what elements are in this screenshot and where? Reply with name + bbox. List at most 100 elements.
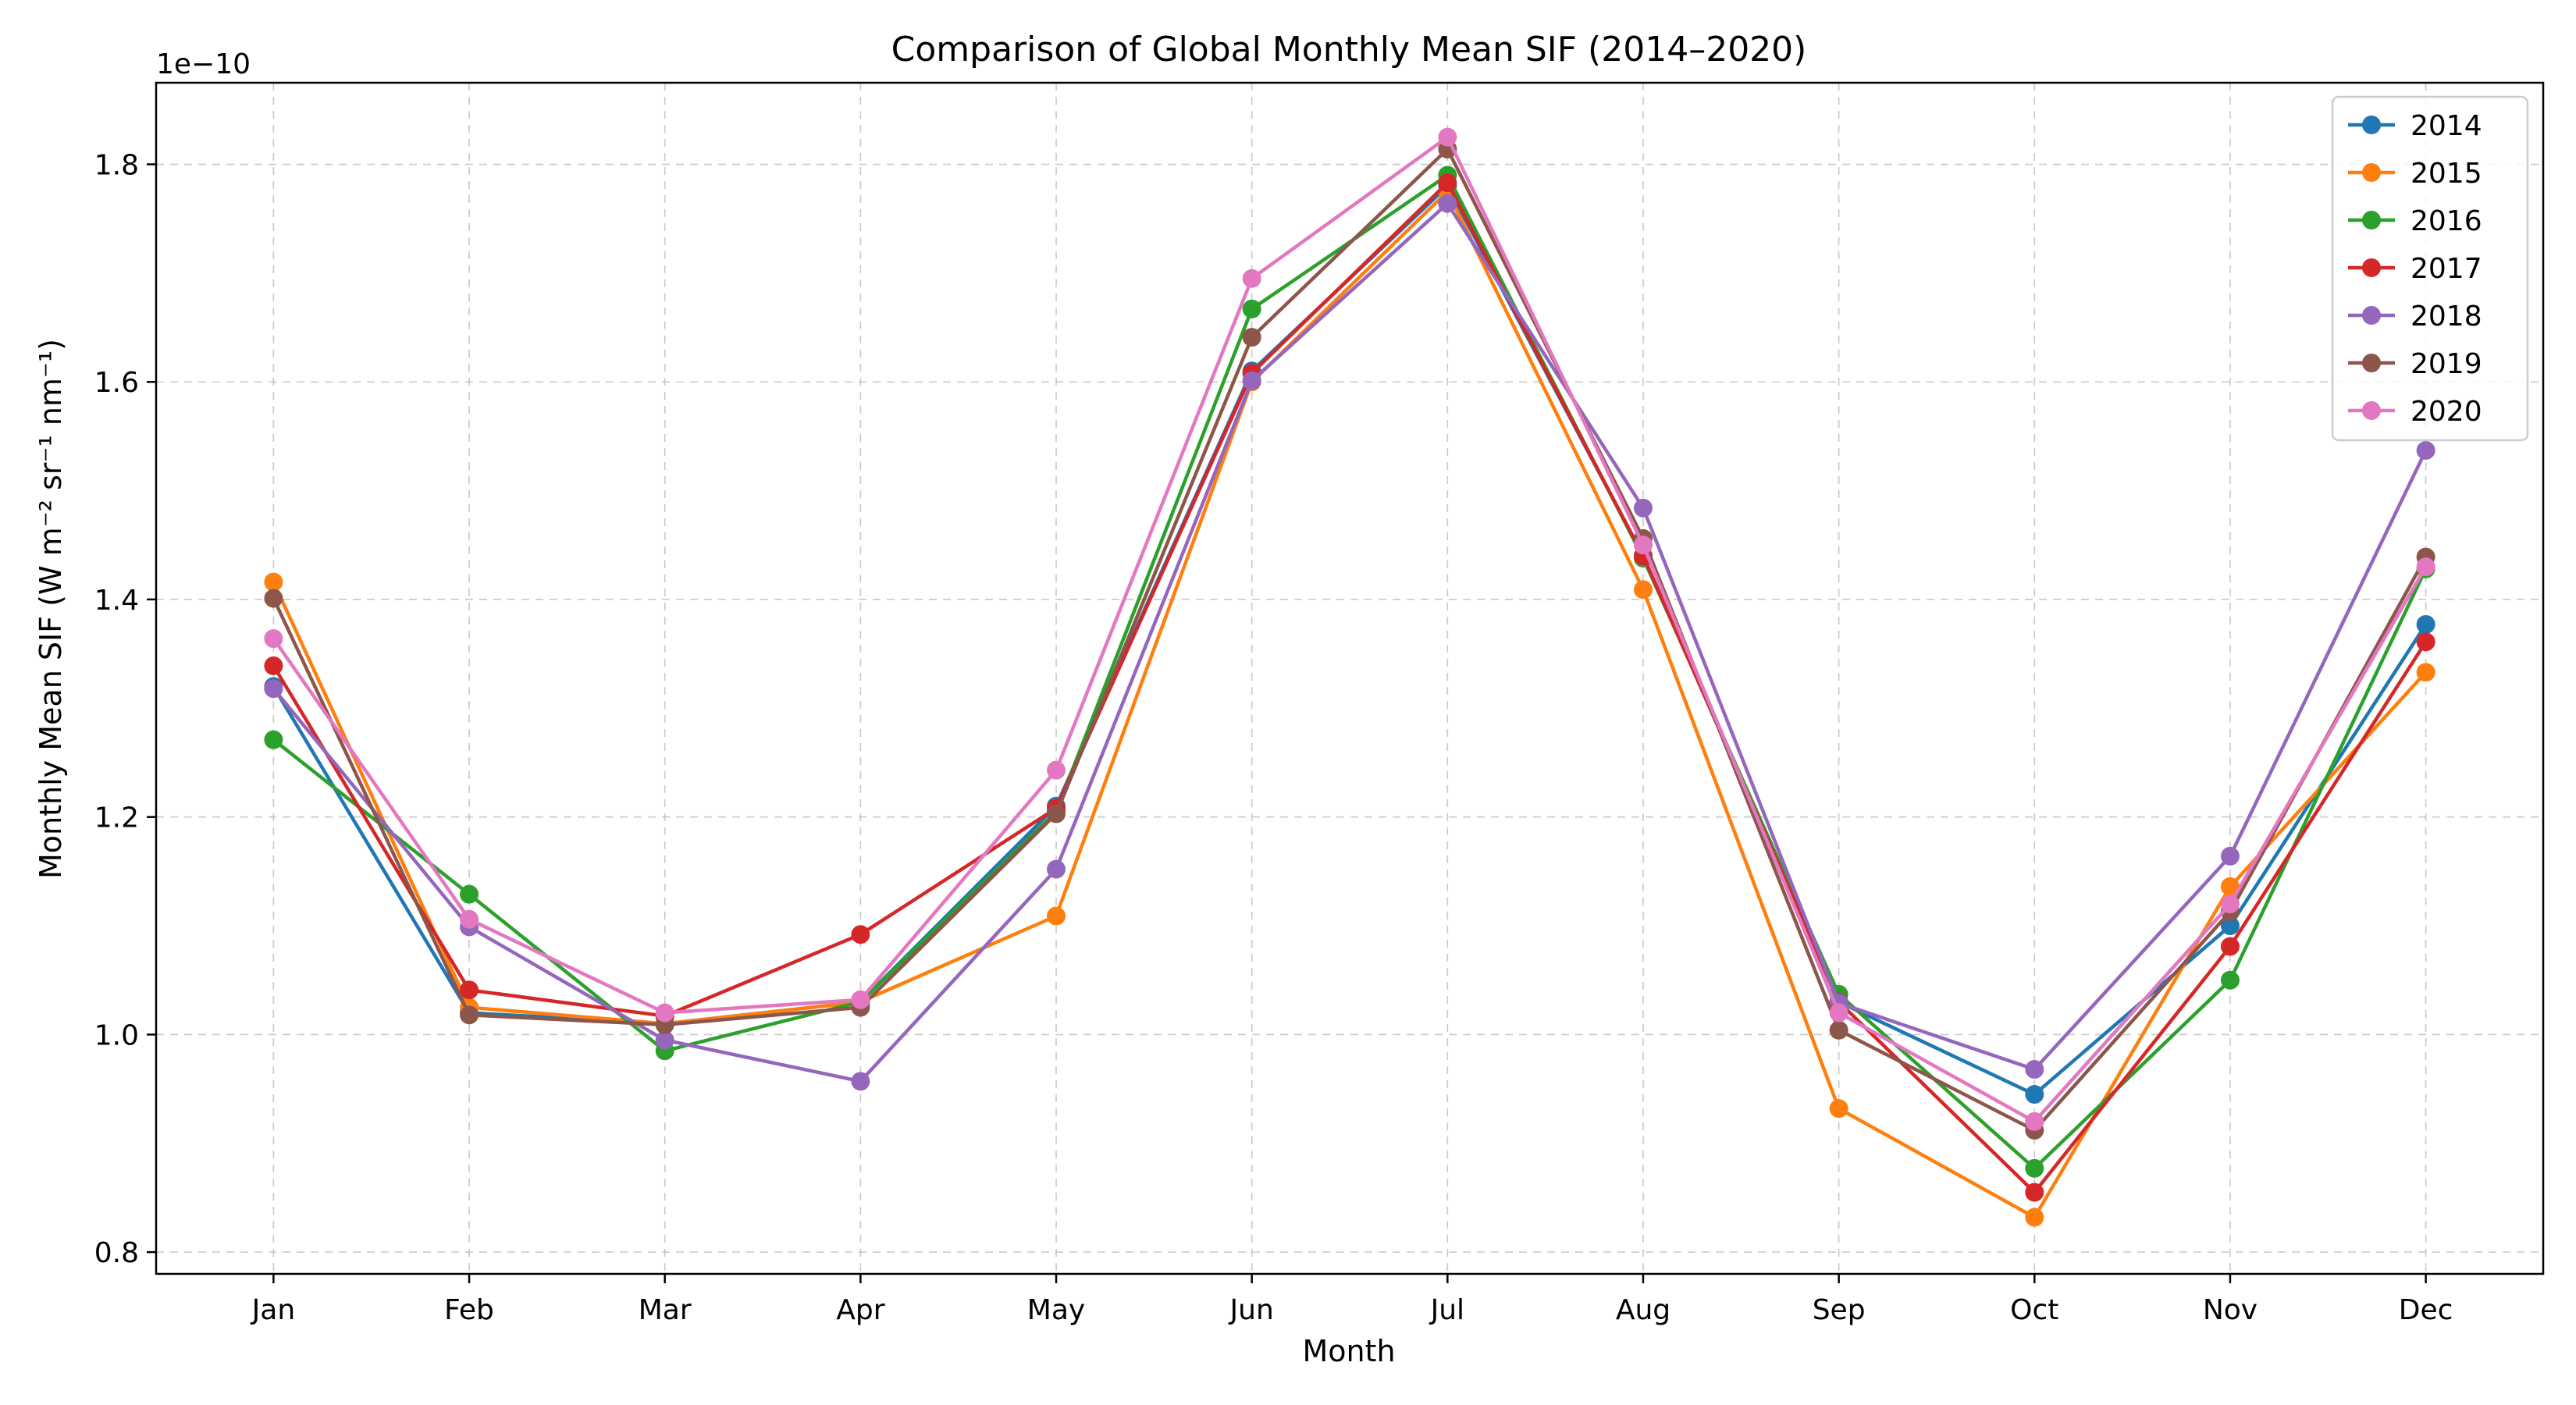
- y-tick-label: 1.8: [94, 150, 139, 182]
- y-tick-label: 0.8: [94, 1237, 139, 1269]
- data-point-2017-Jan: [264, 656, 283, 675]
- legend-label-2017: 2017: [2411, 253, 2482, 285]
- data-point-2020-Jan: [264, 629, 283, 649]
- data-point-2020-Jun: [1242, 269, 1261, 288]
- legend-box: [2331, 95, 2529, 442]
- data-point-2018-Dec: [2416, 441, 2435, 461]
- data-point-2016-Oct: [2025, 1158, 2044, 1178]
- x-tick-label: Jun: [1229, 1294, 1274, 1326]
- data-point-2017-Jul: [1438, 173, 1457, 193]
- y-tick-label: 1.4: [94, 585, 139, 617]
- data-point-2018-Aug: [1633, 498, 1653, 518]
- x-tick-label: Jul: [1429, 1294, 1464, 1326]
- x-tick-label: Dec: [2399, 1294, 2453, 1326]
- data-point-2015-Nov: [2220, 877, 2240, 896]
- data-point-2016-Nov: [2220, 970, 2240, 990]
- legend-item-2015[interactable]: 2015: [2348, 158, 2482, 190]
- legend[interactable]: 2014 2015 2016 2017 2018 2019 2020: [2331, 95, 2529, 442]
- data-point-2019-Feb: [460, 1005, 479, 1025]
- data-point-2019-Jan: [264, 589, 283, 608]
- legend-item-2020[interactable]: 2020: [2348, 396, 2482, 428]
- y-axis-title: Monthly Mean SIF (W m⁻² sr⁻¹ nm⁻¹): [34, 339, 68, 879]
- data-point-2018-Jul: [1438, 194, 1457, 213]
- legend-marker-2015: [2362, 163, 2381, 182]
- data-point-2018-Nov: [2220, 846, 2240, 866]
- legend-item-2018[interactable]: 2018: [2348, 301, 2482, 333]
- series-line-2017: [272, 180, 2428, 1194]
- data-point-2015-Sep: [1829, 1099, 1848, 1119]
- legend-marker-2019: [2362, 354, 2381, 372]
- x-tick-label: Oct: [2010, 1294, 2058, 1326]
- data-point-2018-Jun: [1242, 371, 1261, 390]
- y-tick-label: 1.0: [94, 1019, 139, 1051]
- data-point-2016-Feb: [460, 884, 479, 904]
- legend-marker-2018: [2362, 306, 2381, 325]
- data-point-2017-Apr: [851, 925, 870, 944]
- data-point-2019-Jun: [1242, 328, 1261, 347]
- x-tick-label: Feb: [444, 1294, 494, 1326]
- x-tick-label: May: [1027, 1294, 1085, 1326]
- data-point-2015-Aug: [1633, 580, 1653, 599]
- legend-label-2014: 2014: [2411, 110, 2482, 142]
- chart-title: Comparison of Global Monthly Mean SIF (2…: [891, 30, 1807, 69]
- legend-item-2019[interactable]: 2019: [2348, 348, 2482, 380]
- series-line-2018: [272, 201, 2428, 1083]
- x-tick-label: Mar: [639, 1294, 692, 1326]
- data-point-2018-Mar: [655, 1030, 674, 1050]
- data-point-2019-May: [1047, 804, 1066, 823]
- data-point-2019-Sep: [1829, 1020, 1848, 1040]
- data-point-2014-Nov: [2220, 916, 2240, 936]
- legend-item-2016[interactable]: 2016: [2348, 205, 2482, 237]
- data-point-2017-Feb: [460, 980, 479, 1000]
- data-point-2020-Jul: [1438, 127, 1457, 147]
- legend-item-2017[interactable]: 2017: [2348, 253, 2482, 285]
- data-point-2020-Apr: [851, 990, 870, 1009]
- data-point-2016-Jun: [1242, 299, 1261, 318]
- data-point-2018-Apr: [851, 1072, 870, 1091]
- series-line-2020: [272, 135, 2428, 1124]
- x-tick-label: Aug: [1616, 1294, 1670, 1326]
- legend-marker-2016: [2362, 211, 2381, 229]
- grid: [156, 83, 2543, 1274]
- y-tick-label: 1.2: [94, 802, 139, 834]
- series-2017: [264, 173, 2435, 1202]
- data-point-2020-Oct: [2025, 1112, 2044, 1131]
- legend-item-2014[interactable]: 2014: [2348, 110, 2482, 142]
- y-tick-label: 1.6: [94, 367, 139, 399]
- data-point-2020-May: [1047, 760, 1066, 780]
- data-point-2020-Aug: [1633, 535, 1653, 555]
- data-point-2015-Jan: [264, 572, 283, 592]
- data-point-2020-Nov: [2220, 895, 2240, 914]
- data-point-2020-Dec: [2416, 557, 2435, 577]
- data-point-2020-Sep: [1829, 1003, 1848, 1023]
- legend-marker-2017: [2362, 258, 2381, 277]
- data-point-2018-May: [1047, 859, 1066, 879]
- data-point-2015-Dec: [2416, 663, 2435, 682]
- data-point-2014-Oct: [2025, 1085, 2044, 1104]
- data-point-2018-Oct: [2025, 1060, 2044, 1080]
- legend-marker-2014: [2362, 116, 2381, 134]
- data-point-2016-Jan: [264, 730, 283, 749]
- legend-label-2018: 2018: [2411, 301, 2482, 333]
- data-point-2018-Jan: [264, 679, 283, 699]
- legend-label-2019: 2019: [2411, 348, 2482, 380]
- series-layer: [264, 127, 2435, 1227]
- x-tick-label: Sep: [1813, 1294, 1866, 1326]
- data-point-2020-Mar: [655, 1003, 674, 1023]
- data-point-2017-Oct: [2025, 1183, 2044, 1202]
- x-tick-label: Apr: [836, 1294, 884, 1326]
- legend-marker-2020: [2362, 401, 2381, 420]
- data-point-2017-Dec: [2416, 632, 2435, 652]
- legend-label-2015: 2015: [2411, 158, 2482, 190]
- series-line-2019: [272, 147, 2428, 1133]
- data-point-2020-Feb: [460, 909, 479, 929]
- axis-ticks: Jan Feb Mar Apr May Jun Jul Aug Sep Oct Nov Dec 0.8 1…: [94, 150, 2453, 1326]
- series-2020: [264, 127, 2435, 1131]
- data-point-2014-Dec: [2416, 615, 2435, 635]
- data-point-2015-Oct: [2025, 1208, 2044, 1227]
- data-point-2015-May: [1047, 906, 1066, 926]
- x-tick-label: Jan: [251, 1294, 296, 1326]
- legend-label-2020: 2020: [2411, 396, 2482, 428]
